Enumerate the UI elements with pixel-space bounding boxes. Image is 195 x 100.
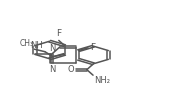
Text: N: N <box>49 65 55 74</box>
Text: CH₃: CH₃ <box>19 39 33 48</box>
Text: F: F <box>90 43 95 52</box>
Text: F: F <box>56 29 61 38</box>
Text: O: O <box>68 65 74 74</box>
Text: NH: NH <box>30 42 43 50</box>
Text: N: N <box>49 44 55 53</box>
Text: NH₂: NH₂ <box>94 76 110 85</box>
